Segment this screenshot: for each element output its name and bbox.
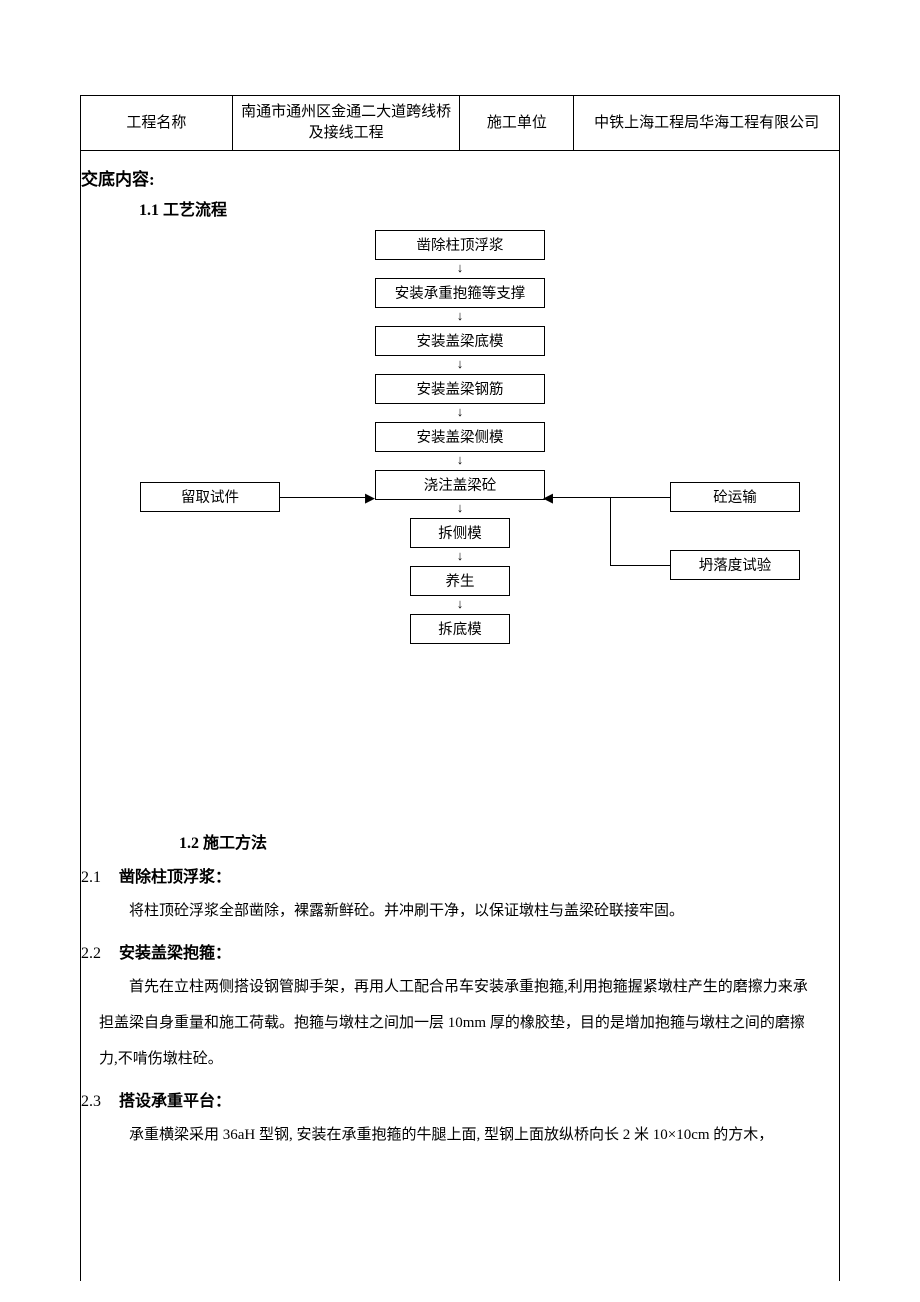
- header-table: 工程名称 南通市通州区金通二大道跨线桥及接线工程 施工单位 中铁上海工程局华海工…: [80, 95, 840, 151]
- flow-node: 浇注盖梁砼: [375, 470, 545, 500]
- flow-arrow-down: ↓: [454, 453, 466, 466]
- flow-arrow-down: ↓: [454, 549, 466, 562]
- subsection-heading: 2.1 凿除柱顶浮浆：: [81, 863, 821, 887]
- content-area: 交底内容: 1.1 工艺流程 凿除柱顶浮浆↓安装承重抱箍等支撑↓安装盖梁底模↓安…: [80, 151, 840, 1281]
- flow-node: 安装盖梁侧模: [375, 422, 545, 452]
- subsection-title: 安装盖梁抱箍：: [119, 945, 231, 962]
- flow-node: 拆底模: [410, 614, 510, 644]
- title-main: 交底内容:: [81, 165, 821, 190]
- subsection-number: 2.2: [81, 945, 101, 962]
- flow-node: 安装盖梁钢筋: [375, 374, 545, 404]
- flow-connector: [280, 497, 369, 498]
- subsection-heading: 2.3 搭设承重平台：: [81, 1087, 821, 1111]
- flow-arrowhead: ◀: [543, 491, 553, 504]
- flow-node-side: 留取试件: [140, 482, 280, 512]
- flow-arrowhead: ▶: [365, 491, 375, 504]
- flow-connector: [610, 497, 611, 565]
- flow-arrow-down: ↓: [454, 309, 466, 322]
- flow-node: 安装承重抱箍等支撑: [375, 278, 545, 308]
- subsection-number: 2.1: [81, 869, 101, 886]
- flow-arrow-down: ↓: [454, 405, 466, 418]
- body-paragraph: 承重横梁采用 36aH 型钢, 安装在承重抱箍的牛腿上面, 型钢上面放纵桥向长 …: [99, 1117, 821, 1153]
- title-1-2: 1.2 施工方法: [179, 829, 821, 853]
- flow-connector: [551, 497, 610, 498]
- flow-node: 凿除柱顶浮浆: [375, 230, 545, 260]
- subsection-heading: 2.2 安装盖梁抱箍：: [81, 939, 821, 963]
- flow-arrow-down: ↓: [454, 357, 466, 370]
- flow-node: 安装盖梁底模: [375, 326, 545, 356]
- flowchart: 凿除柱顶浮浆↓安装承重抱箍等支撑↓安装盖梁底模↓安装盖梁钢筋↓安装盖梁侧模↓浇注…: [110, 230, 810, 695]
- subsection-number: 2.3: [81, 1093, 101, 1110]
- flow-connector: [610, 565, 670, 566]
- subsection-title: 搭设承重平台：: [119, 1093, 231, 1110]
- header-value-project: 南通市通州区金通二大道跨线桥及接线工程: [232, 96, 460, 151]
- header-label-project: 工程名称: [81, 96, 233, 151]
- flow-node: 养生: [410, 566, 510, 596]
- title-1-1: 1.1 工艺流程: [139, 196, 821, 220]
- flow-arrow-down: ↓: [454, 501, 466, 514]
- body-paragraph: 首先在立柱两侧搭设钢管脚手架，再用人工配合吊车安装承重抱箍,利用抱箍握紧墩柱产生…: [99, 969, 821, 1077]
- flow-arrow-down: ↓: [454, 261, 466, 274]
- flow-node-side: 坍落度试验: [670, 550, 800, 580]
- header-label-unit: 施工单位: [460, 96, 574, 151]
- flow-node-side: 砼运输: [670, 482, 800, 512]
- body-paragraph: 将柱顶砼浮浆全部凿除，裸露新鲜砼。并冲刷干净，以保证墩柱与盖梁砼联接牢固。: [99, 893, 821, 929]
- flow-connector: [610, 497, 670, 498]
- header-value-unit: 中铁上海工程局华海工程有限公司: [574, 96, 840, 151]
- subsection-title: 凿除柱顶浮浆：: [119, 869, 231, 886]
- flow-node: 拆侧模: [410, 518, 510, 548]
- flow-arrow-down: ↓: [454, 597, 466, 610]
